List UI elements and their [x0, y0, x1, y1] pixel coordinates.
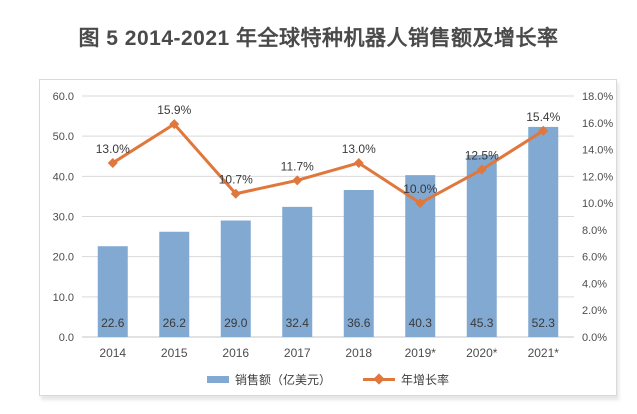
growth-value-label: 10.0%	[403, 182, 437, 196]
bar-value-label: 32.4	[286, 316, 310, 330]
y-axis-tick-label: 10.0	[53, 292, 74, 304]
x-axis-tick-label: 2019*	[405, 346, 437, 360]
combo-chart: 0.0 10.0 20.0 30.0 40.0 50.0 60.0 0.0% 2.0% 4.0% 6…	[53, 91, 614, 360]
growth-value-label: 13.0%	[342, 142, 376, 156]
bar-value-label: 52.3	[532, 316, 556, 330]
legend-item-sales: 销售额（亿美元）	[206, 371, 331, 388]
bar-value-label: 26.2	[163, 316, 187, 330]
legend-item-growth: 年增长率	[363, 371, 449, 388]
sales-bar	[220, 220, 251, 337]
sales-bar	[528, 126, 559, 337]
x-axis-tick-label: 2014	[99, 346, 126, 360]
x-axis-tick-label: 2020*	[466, 346, 498, 360]
x-axis-tick-label: 2016	[222, 346, 249, 360]
sales-bar	[466, 155, 497, 337]
y-axis-tick-label: 30.0	[53, 212, 74, 224]
bar-value-label: 40.3	[409, 316, 433, 330]
x-axis-tick-label: 2018	[345, 346, 372, 360]
sales-bar	[159, 231, 190, 337]
legend-bar-swatch-icon	[206, 376, 229, 383]
x-axis-tick-label: 2021*	[528, 346, 560, 360]
bar-value-label: 29.0	[224, 316, 248, 330]
bar-value-label: 22.6	[101, 316, 125, 330]
secondary-axis-tick-label: 18.0%	[582, 91, 613, 103]
x-axis-tick-label: 2015	[161, 346, 188, 360]
legend-line-label: 年增长率	[401, 373, 450, 387]
secondary-axis-tick-label: 12.0%	[582, 171, 613, 183]
legend-diamond-marker-icon	[373, 373, 385, 385]
x-axis-tick-label: 2017	[284, 346, 311, 360]
y-axis-tick-label: 20.0	[53, 252, 74, 264]
sales-bar	[282, 206, 313, 337]
legend-bar-label: 销售额（亿美元）	[234, 373, 331, 387]
bar-value-label: 45.3	[470, 316, 494, 330]
growth-marker-icon	[538, 125, 549, 136]
secondary-axis-tick-label: 4.0%	[582, 278, 607, 290]
growth-marker-icon	[353, 157, 364, 168]
growth-value-label: 15.4%	[526, 110, 560, 124]
secondary-axis-tick-label: 16.0%	[582, 118, 613, 130]
secondary-axis-tick-label: 10.0%	[582, 198, 613, 210]
growth-value-label: 10.7%	[219, 173, 253, 187]
growth-marker-icon	[169, 119, 180, 130]
chart-legend: 销售额（亿美元） 年增长率	[40, 371, 616, 388]
secondary-axis-tick-label: 6.0%	[582, 252, 607, 264]
secondary-axis-tick-label: 14.0%	[582, 145, 613, 157]
sales-bar	[97, 246, 128, 337]
secondary-axis-tick-label: 2.0%	[582, 305, 607, 317]
figure-title: 图 5 2014-2021 年全球特种机器人销售额及增长率	[78, 27, 559, 50]
sales-bar	[343, 189, 374, 337]
growth-value-label: 12.5%	[465, 149, 499, 163]
legend-line-swatch-icon	[363, 373, 395, 385]
chart-frame: 0.0 10.0 20.0 30.0 40.0 50.0 60.0 0.0% 2.0% 4.0% 6…	[39, 79, 617, 396]
growth-value-label: 11.7%	[281, 159, 314, 173]
y-axis-tick-label: 60.0	[53, 91, 74, 103]
y-axis-tick-label: 40.0	[53, 171, 74, 183]
growth-marker-icon	[292, 175, 303, 186]
y-axis-tick-label: 0.0	[59, 332, 74, 344]
growth-marker-icon	[230, 188, 241, 199]
y-axis-tick-label: 50.0	[53, 131, 74, 143]
growth-value-label: 15.9%	[157, 103, 191, 117]
growth-line	[111, 122, 545, 205]
growth-marker-icon	[107, 157, 118, 168]
growth-marker-icon	[415, 198, 426, 209]
bar-value-label: 36.6	[347, 316, 371, 330]
growth-marker-icon	[476, 164, 487, 175]
secondary-axis-tick-label: 8.0%	[582, 225, 607, 237]
growth-value-label: 13.0%	[96, 142, 130, 156]
secondary-axis-tick-label: 0.0%	[582, 332, 607, 344]
